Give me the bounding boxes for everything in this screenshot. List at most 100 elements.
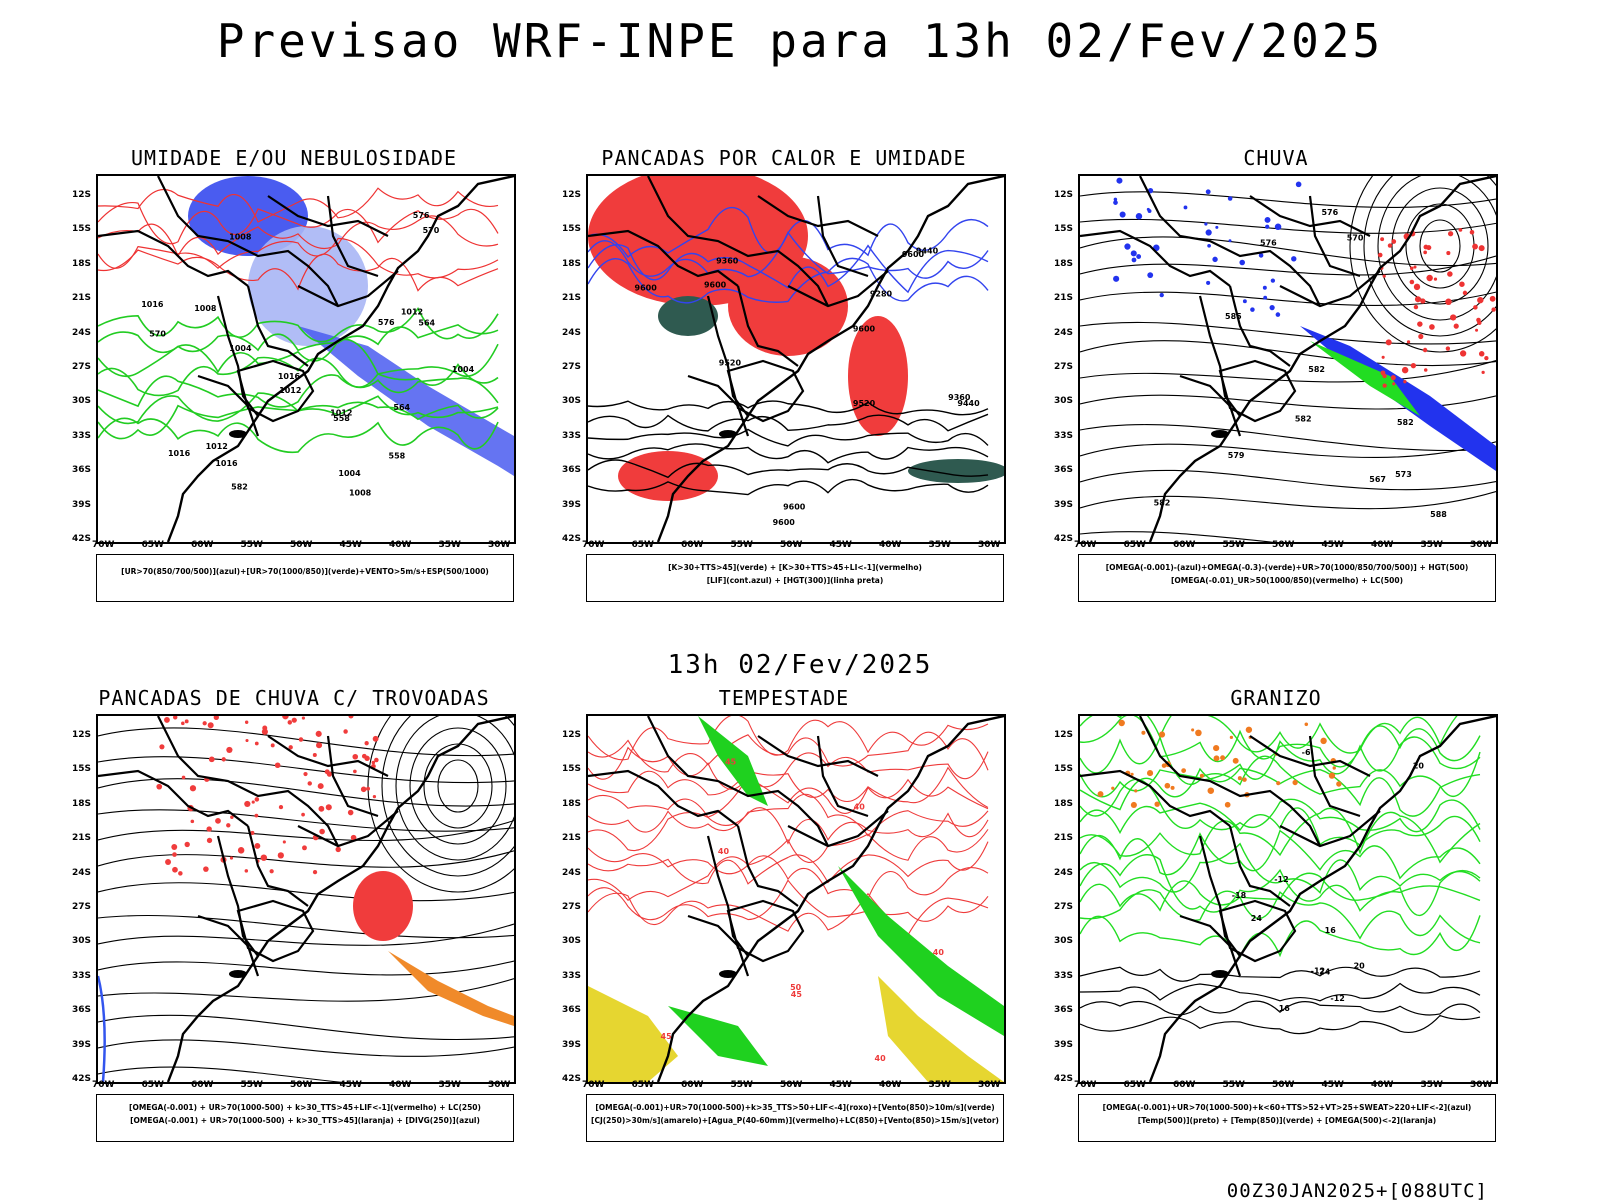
lon-tick-label: 35W — [1420, 1080, 1443, 1090]
jet-area-yellow — [588, 986, 678, 1082]
border-line — [1218, 899, 1297, 963]
hail-dot-orange — [1292, 779, 1298, 786]
thunder-dot-red — [277, 852, 284, 859]
rain-dot-blue — [1265, 224, 1270, 229]
hail-dot-orange — [1224, 801, 1231, 808]
streamline — [1080, 441, 1496, 459]
streamline — [1080, 218, 1496, 234]
contour-label: 9600 — [783, 503, 806, 512]
rain-dot-red — [1489, 295, 1496, 302]
border-line — [1308, 195, 1361, 278]
contour-line — [1080, 735, 1481, 786]
rain-dot-blue — [1130, 250, 1137, 257]
contour-line — [588, 257, 989, 304]
streamline — [98, 778, 514, 807]
contour-label: 40 — [718, 847, 730, 856]
lake-shape — [1211, 970, 1229, 978]
rain-dot-red — [1382, 383, 1387, 388]
contour-line — [588, 413, 989, 432]
lon-tick-label: 65W — [141, 1080, 164, 1090]
lon-tick-label: 45W — [829, 540, 852, 550]
contour-label: 45 — [725, 758, 737, 767]
thunder-dot-red — [226, 823, 231, 828]
streamline — [98, 850, 514, 868]
contour-line — [588, 231, 989, 279]
lat-tick-label: 42S — [562, 1074, 582, 1084]
lat-tick-label: 21S — [562, 833, 582, 844]
contour-line — [98, 323, 499, 354]
lon-tick-label: 50W — [780, 540, 803, 550]
border-line — [787, 270, 889, 308]
contour-label: 24 — [1319, 967, 1331, 976]
contour-line — [98, 187, 499, 223]
thunder-dot-red — [312, 869, 318, 875]
contour-label: 16 — [1279, 1004, 1291, 1013]
hail-dot-orange — [1181, 768, 1187, 773]
contour-label: 582 — [231, 483, 248, 492]
lat-tick-label: 36S — [72, 465, 92, 476]
thunder-dot-red — [178, 871, 183, 876]
hail-dot-orange — [1332, 766, 1336, 770]
lon-tick-label: 45W — [1321, 540, 1344, 550]
panel-pancadas-calor: PANCADAS POR CALOR E UMIDADE 9600 9600 960… — [562, 146, 1006, 616]
thunder-dot-red — [237, 847, 245, 854]
rain-dot-red — [1453, 323, 1459, 329]
contour-line — [98, 249, 499, 292]
thunder-dot-red — [213, 716, 219, 720]
thunder-dot-red — [190, 819, 195, 824]
contour-line — [1080, 842, 1481, 894]
hail-dot-orange — [1320, 737, 1327, 745]
lat-tick-label: 18S — [72, 798, 92, 809]
lon-tick-label: 55W — [730, 540, 753, 550]
coastline — [1148, 176, 1496, 542]
lon-tick-label: 55W — [1222, 1080, 1245, 1090]
lon-tick-label: 35W — [928, 1080, 951, 1090]
rain-dot-blue — [1159, 292, 1164, 298]
contour-label: -12 — [1274, 875, 1288, 884]
lat-tick-label: 36S — [562, 465, 582, 476]
border-line — [736, 825, 799, 907]
lat-tick-label: 39S — [1054, 499, 1074, 510]
thunder-dot-red — [181, 775, 186, 780]
contour-label: 16 — [1325, 926, 1337, 935]
rain-dot-blue — [1274, 223, 1282, 231]
lake-shape — [229, 430, 247, 438]
rain-dot-blue — [1113, 200, 1118, 205]
rain-dot-red — [1478, 245, 1485, 252]
lat-tick-label: 15S — [72, 764, 92, 775]
contour-label: 1012 — [401, 307, 423, 316]
contour-label: 1016 — [168, 449, 191, 458]
lon-tick-label: 40W — [389, 1080, 412, 1090]
hail-dot-orange — [1146, 770, 1154, 777]
streamline — [98, 820, 514, 842]
thunder-dot-red — [352, 753, 359, 760]
lon-tick-label: 55W — [240, 1080, 263, 1090]
hail-dot-orange — [1199, 773, 1204, 778]
lon-tick-label: 70W — [1074, 1080, 1097, 1090]
lon-tick-label: 40W — [879, 1080, 902, 1090]
lat-tick-label: 30S — [72, 396, 92, 407]
thunder-dot-red — [291, 717, 297, 723]
contour-line — [1080, 1014, 1481, 1035]
contour-line — [1080, 854, 1481, 913]
contour-label: 20 — [1354, 961, 1366, 970]
thunder-dot-red — [366, 786, 371, 791]
thunder-dot-red — [159, 744, 165, 750]
lat-tick-label: 24S — [1054, 327, 1074, 338]
thunder-dot-red — [307, 781, 312, 786]
lon-tick-label: 65W — [631, 540, 654, 550]
contour-label: 1004 — [338, 469, 361, 478]
lat-tick-label: 12S — [1054, 730, 1074, 740]
contour-label: 1008 — [194, 304, 217, 313]
contour-label: 582 — [1397, 418, 1414, 427]
hail-dot-orange — [1207, 787, 1215, 794]
rain-dot-red — [1484, 355, 1489, 361]
border-line — [726, 899, 805, 963]
lon-tick-label: 40W — [1371, 540, 1394, 550]
contour-label: -18 — [1232, 891, 1247, 900]
lat-tick-label: 15S — [562, 764, 582, 775]
thunder-area-red — [353, 871, 413, 941]
border-line — [236, 899, 315, 963]
lat-tick-label: 18S — [1054, 798, 1074, 809]
thunder-dot-red — [374, 757, 379, 763]
